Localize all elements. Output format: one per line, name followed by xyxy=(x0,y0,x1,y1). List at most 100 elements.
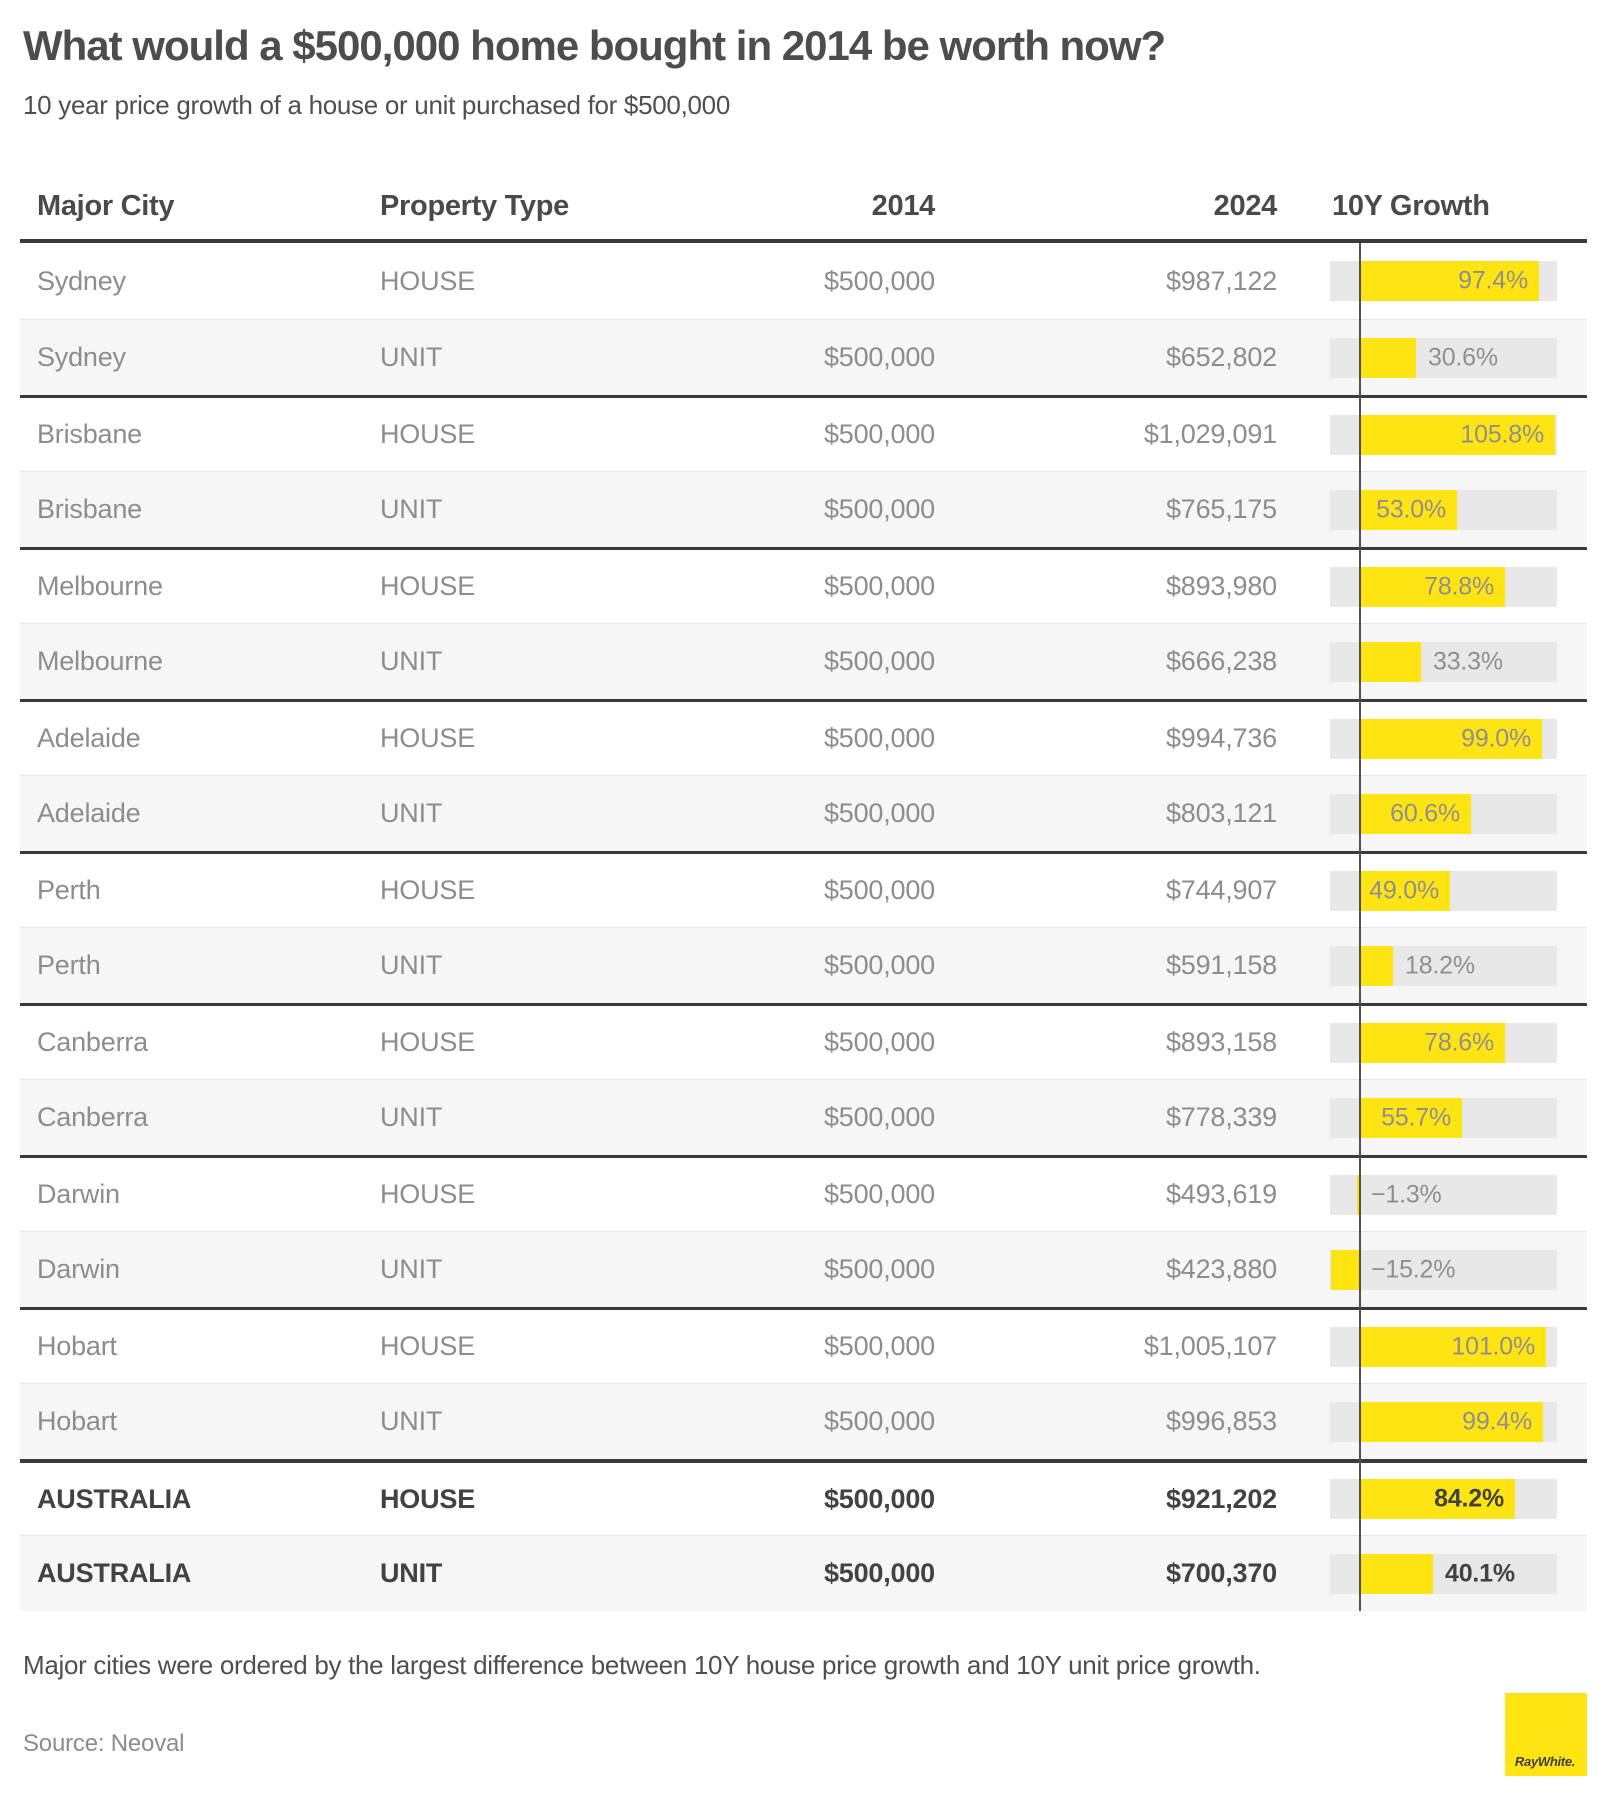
cell-major-city: Canberra xyxy=(37,1027,148,1057)
growth-bar-track: 78.6% xyxy=(1330,1022,1557,1063)
cell-10y-growth: 78.8% xyxy=(1277,566,1587,607)
cell-major-city: Perth xyxy=(37,875,101,905)
growth-bar xyxy=(1359,337,1416,378)
cell-2014-value: $500,000 xyxy=(823,950,935,980)
cell-property-type: HOUSE xyxy=(380,419,476,449)
growth-bar xyxy=(1359,1097,1462,1138)
cell-10y-growth: 30.6% xyxy=(1277,337,1587,378)
growth-bar-track: 30.6% xyxy=(1330,337,1557,378)
growth-bar-track: 99.0% xyxy=(1330,718,1557,759)
growth-value-label: 78.6% xyxy=(1424,1028,1494,1056)
cell-2024-value: $994,736 xyxy=(1165,723,1277,753)
growth-bar xyxy=(1359,414,1555,455)
table-row: Melbourne UNIT $500,000 $666,238 33.3% xyxy=(20,623,1587,699)
cell-major-city: Melbourne xyxy=(37,646,163,676)
growth-value-label: 53.0% xyxy=(1376,495,1446,523)
table-row: AUSTRALIA HOUSE $500,000 $921,202 84.2% xyxy=(20,1459,1587,1535)
table-row: Perth HOUSE $500,000 $744,907 49.0% xyxy=(20,851,1587,927)
cell-major-city: Melbourne xyxy=(37,571,163,601)
growth-value-label: 99.4% xyxy=(1462,1407,1532,1435)
cell-property-type: HOUSE xyxy=(380,1331,476,1361)
cell-property-type: UNIT xyxy=(380,1558,443,1588)
cell-property-type: HOUSE xyxy=(380,1027,476,1057)
cell-2014-value: $500,000 xyxy=(823,342,935,372)
cell-2024-value: $765,175 xyxy=(1165,494,1277,524)
cell-property-type: UNIT xyxy=(380,646,443,676)
cell-major-city: Canberra xyxy=(37,1102,148,1132)
cell-property-type: UNIT xyxy=(380,1406,443,1436)
cell-major-city: Darwin xyxy=(37,1254,120,1284)
table-row: Sydney UNIT $500,000 $652,802 30.6% xyxy=(20,319,1587,395)
cell-10y-growth: 18.2% xyxy=(1277,945,1587,986)
cell-2024-value: $591,158 xyxy=(1165,950,1277,980)
cell-major-city: Sydney xyxy=(37,342,126,372)
growth-value-label: 40.1% xyxy=(1445,1559,1515,1587)
growth-bar-track: 40.1% xyxy=(1330,1553,1557,1594)
cell-property-type: HOUSE xyxy=(380,1179,476,1209)
cell-2024-value: $652,802 xyxy=(1165,342,1277,372)
growth-bar-track: 97.4% xyxy=(1330,261,1557,301)
column-header-property-type: Property Type xyxy=(380,190,569,222)
growth-value-label: 105.8% xyxy=(1460,420,1544,448)
cell-2014-value: $500,000 xyxy=(823,798,935,828)
cell-2024-value: $893,980 xyxy=(1165,571,1277,601)
cell-major-city: AUSTRALIA xyxy=(37,1558,192,1588)
cell-10y-growth: 53.0% xyxy=(1277,489,1587,530)
growth-bar xyxy=(1359,1553,1433,1594)
cell-2024-value: $921,202 xyxy=(1165,1483,1277,1514)
table-row: Darwin HOUSE $500,000 $493,619 −1.3% xyxy=(20,1155,1587,1231)
growth-bar xyxy=(1359,793,1471,834)
growth-value-label: −15.2% xyxy=(1371,1255,1456,1283)
footnote: Major cities were ordered by the largest… xyxy=(23,1650,1261,1680)
zero-baseline xyxy=(1359,243,1361,1611)
growth-bar xyxy=(1359,1022,1505,1063)
cell-2024-value: $803,121 xyxy=(1165,798,1277,828)
table-row: Darwin UNIT $500,000 $423,880 −15.2% xyxy=(20,1231,1587,1307)
cell-10y-growth: −1.3% xyxy=(1277,1174,1587,1215)
cell-2024-value: $893,158 xyxy=(1165,1027,1277,1057)
table-row: Brisbane UNIT $500,000 $765,175 53.0% xyxy=(20,471,1587,547)
cell-2024-value: $666,238 xyxy=(1165,646,1277,676)
growth-bar-track: 99.4% xyxy=(1330,1401,1557,1442)
growth-bar-track: 105.8% xyxy=(1330,414,1557,455)
table-row: Canberra HOUSE $500,000 $893,158 78.6% xyxy=(20,1003,1587,1079)
growth-bar xyxy=(1359,261,1539,301)
growth-bar-track: 53.0% xyxy=(1330,489,1557,530)
cell-2024-value: $423,880 xyxy=(1165,1254,1277,1284)
cell-2014-value: $500,000 xyxy=(823,646,935,676)
table-row: Brisbane HOUSE $500,000 $1,029,091 105.8% xyxy=(20,395,1587,471)
growth-bar-track: 55.7% xyxy=(1330,1097,1557,1138)
cell-major-city: Adelaide xyxy=(37,798,141,828)
raywhite-logo-text: RayWhite. xyxy=(1514,1754,1576,1769)
cell-2014-value: $500,000 xyxy=(823,494,935,524)
cell-10y-growth: −15.2% xyxy=(1277,1249,1587,1290)
growth-bar xyxy=(1359,641,1421,682)
cell-property-type: HOUSE xyxy=(380,265,476,296)
growth-table: Major City Property Type 2014 2024 10Y G… xyxy=(20,160,1587,1611)
cell-major-city: Darwin xyxy=(37,1179,120,1209)
growth-value-label: 33.3% xyxy=(1433,647,1503,675)
cell-property-type: HOUSE xyxy=(380,723,476,753)
growth-value-label: 60.6% xyxy=(1390,799,1460,827)
table-row: Hobart HOUSE $500,000 $1,005,107 101.0% xyxy=(20,1307,1587,1383)
growth-value-label: −1.3% xyxy=(1371,1180,1442,1208)
table-row: Sydney HOUSE $500,000 $987,122 97.4% xyxy=(20,243,1587,319)
cell-property-type: UNIT xyxy=(380,494,443,524)
cell-2014-value: $500,000 xyxy=(823,1179,935,1209)
cell-major-city: Brisbane xyxy=(37,494,142,524)
cell-10y-growth: 49.0% xyxy=(1277,870,1587,911)
cell-10y-growth: 97.4% xyxy=(1277,261,1587,301)
cell-property-type: UNIT xyxy=(380,1254,443,1284)
cell-2014-value: $500,000 xyxy=(823,1027,935,1057)
cell-2024-value: $1,029,091 xyxy=(1143,419,1277,449)
growth-bar-track: 60.6% xyxy=(1330,793,1557,834)
cell-property-type: UNIT xyxy=(380,798,443,828)
cell-2024-value: $778,339 xyxy=(1165,1102,1277,1132)
growth-bar xyxy=(1359,1401,1543,1442)
cell-property-type: HOUSE xyxy=(380,875,476,905)
table-row: Canberra UNIT $500,000 $778,339 55.7% xyxy=(20,1079,1587,1155)
cell-major-city: AUSTRALIA xyxy=(37,1483,192,1514)
growth-value-label: 84.2% xyxy=(1434,1484,1504,1513)
growth-value-label: 78.8% xyxy=(1424,572,1494,600)
